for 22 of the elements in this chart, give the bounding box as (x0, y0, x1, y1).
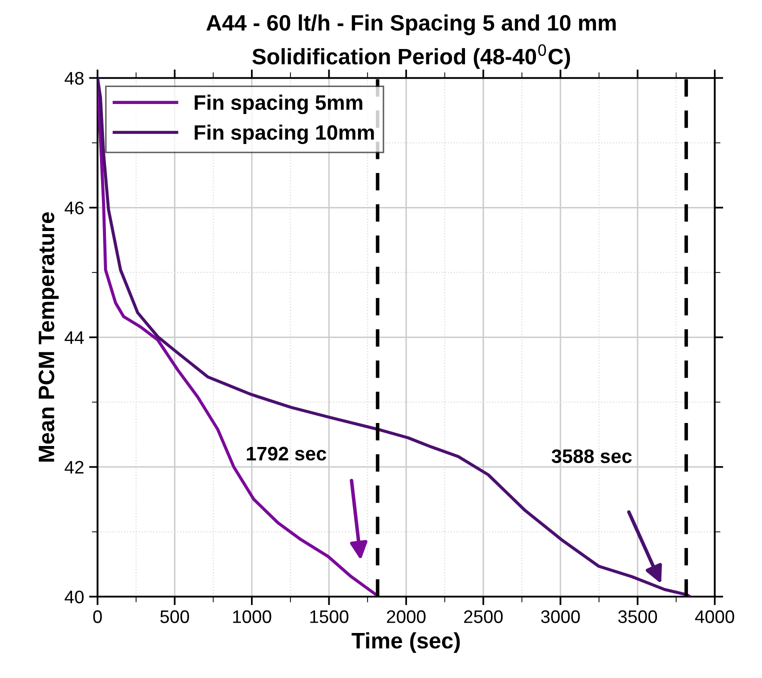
y-tick-label: 42 (64, 460, 84, 474)
x-tick-label: 4000 (695, 610, 734, 624)
x-axis-title: Time (sec) (352, 632, 460, 653)
x-tick-label: 1000 (233, 610, 272, 624)
annotation: 1792 sec (246, 446, 326, 461)
x-tick-label: 500 (160, 610, 190, 624)
y-tick-label: 48 (64, 72, 84, 85)
y-tick-label: 40 (64, 590, 84, 604)
x-tick-label: 1500 (310, 610, 348, 624)
chart-title: A44 - 60 lt/h - Fin Spacing 5 and 10 mm (206, 14, 616, 36)
x-tick-label: 2000 (386, 610, 426, 624)
x-tick-label: 2500 (464, 610, 503, 624)
legend-label: Fin spacing 5mm (194, 94, 362, 114)
y-tick-label: 46 (64, 202, 84, 214)
x-tick-label: 3000 (541, 610, 580, 624)
legend-label: Fin spacing 10mm (194, 124, 374, 144)
x-tick-label: 3500 (618, 610, 657, 624)
y-tick-label: 44 (64, 331, 84, 344)
y-axis-title: Mean PCM Temperature (38, 212, 59, 462)
x-tick-label: 0 (93, 610, 102, 624)
annotation: 3588 sec (552, 449, 632, 464)
chart-subtitle: Solidification Period (48-40$^{0}$C) (252, 44, 570, 69)
